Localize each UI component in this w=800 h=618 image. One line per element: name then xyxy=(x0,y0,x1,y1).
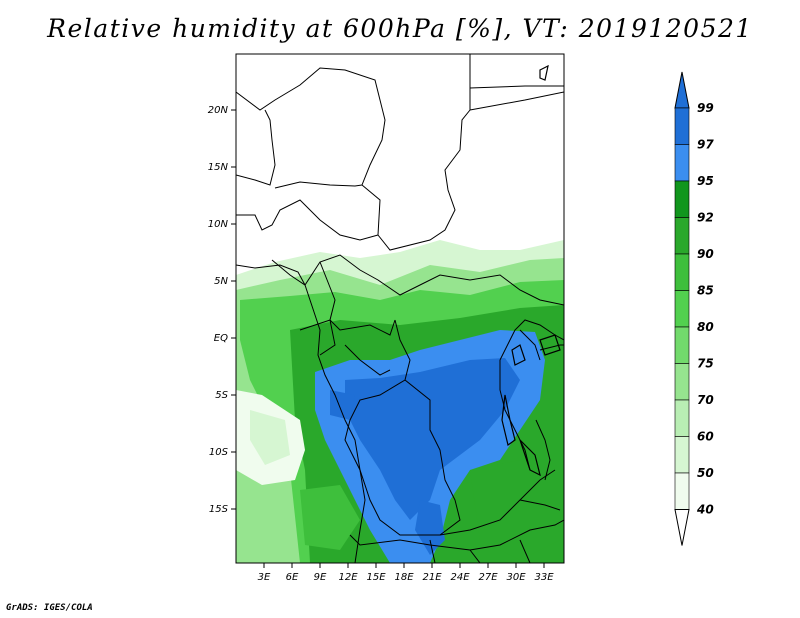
lat-label: 15S xyxy=(209,504,229,515)
colorbar-segment xyxy=(674,472,690,510)
lat-axis: 20N 15N 10N 5N EQ 5S 10S 15S xyxy=(208,105,236,515)
lon-label: 3E xyxy=(258,572,271,583)
colorbar-label: 90 xyxy=(697,247,714,261)
colorbar-label: 60 xyxy=(697,430,714,444)
lat-label: 5S xyxy=(215,390,228,401)
lon-label: 27E xyxy=(478,572,498,583)
lat-label: EQ xyxy=(214,333,228,344)
lat-label: 20N xyxy=(208,105,229,116)
map-title: Relative humidity at 600hPa [%], VT: 201… xyxy=(47,14,753,43)
colorbar-segment xyxy=(674,290,690,328)
colorbar-label: 95 xyxy=(697,174,714,188)
colorbar-label: 97 xyxy=(697,138,714,152)
colorbar-label: 92 xyxy=(697,211,714,225)
country-borders xyxy=(236,54,564,563)
lat-label: 10N xyxy=(208,219,229,230)
lon-label: 9E xyxy=(314,572,327,583)
lat-label: 5N xyxy=(214,276,228,287)
lon-label: 12E xyxy=(338,572,358,583)
lon-label: 6E xyxy=(286,572,299,583)
lon-label: 33E xyxy=(534,572,554,583)
colorbar-label: 85 xyxy=(697,284,714,298)
lakes xyxy=(501,64,561,477)
humidity-field xyxy=(236,240,564,563)
colorbar-label: 99 xyxy=(697,101,714,115)
colorbar-segment xyxy=(674,326,690,364)
lon-label: 24E xyxy=(450,572,470,583)
colorbar-segment xyxy=(674,107,690,145)
colorbar-segment xyxy=(674,144,690,182)
colorbar-label: 70 xyxy=(697,393,714,407)
lon-label: 18E xyxy=(394,572,414,583)
map-plot: 20N 15N 10N 5N EQ 5S 10S 15S 3E 6E 9E 12… xyxy=(208,53,565,583)
lat-label: 15N xyxy=(208,162,229,173)
colorbar-segment xyxy=(674,180,690,218)
colorbar-label: 40 xyxy=(696,503,714,517)
colorbar: 99 97 95 92 90 85 80 75 70 60 50 40 xyxy=(674,71,714,546)
lon-label: 15E xyxy=(366,572,386,583)
colorbar-label: 80 xyxy=(697,320,714,334)
colorbar-bottom-arrow xyxy=(674,509,690,546)
lon-axis: 3E 6E 9E 12E 15E 18E 21E 24E 27E 30E 33E xyxy=(258,563,554,583)
lat-label: 10S xyxy=(209,447,229,458)
colorbar-top-arrow xyxy=(674,71,690,109)
coastline xyxy=(236,264,366,563)
colorbar-segment xyxy=(674,217,690,255)
colorbar-segment xyxy=(674,253,690,291)
colorbar-label: 75 xyxy=(697,357,714,371)
colorbar-segment xyxy=(674,399,690,437)
grads-credit: GrADS: IGES/COLA xyxy=(6,603,93,613)
lon-label: 21E xyxy=(422,572,442,583)
colorbar-segment xyxy=(674,436,690,474)
lon-label: 30E xyxy=(506,572,526,583)
colorbar-segment xyxy=(674,363,690,401)
colorbar-label: 50 xyxy=(697,466,714,480)
